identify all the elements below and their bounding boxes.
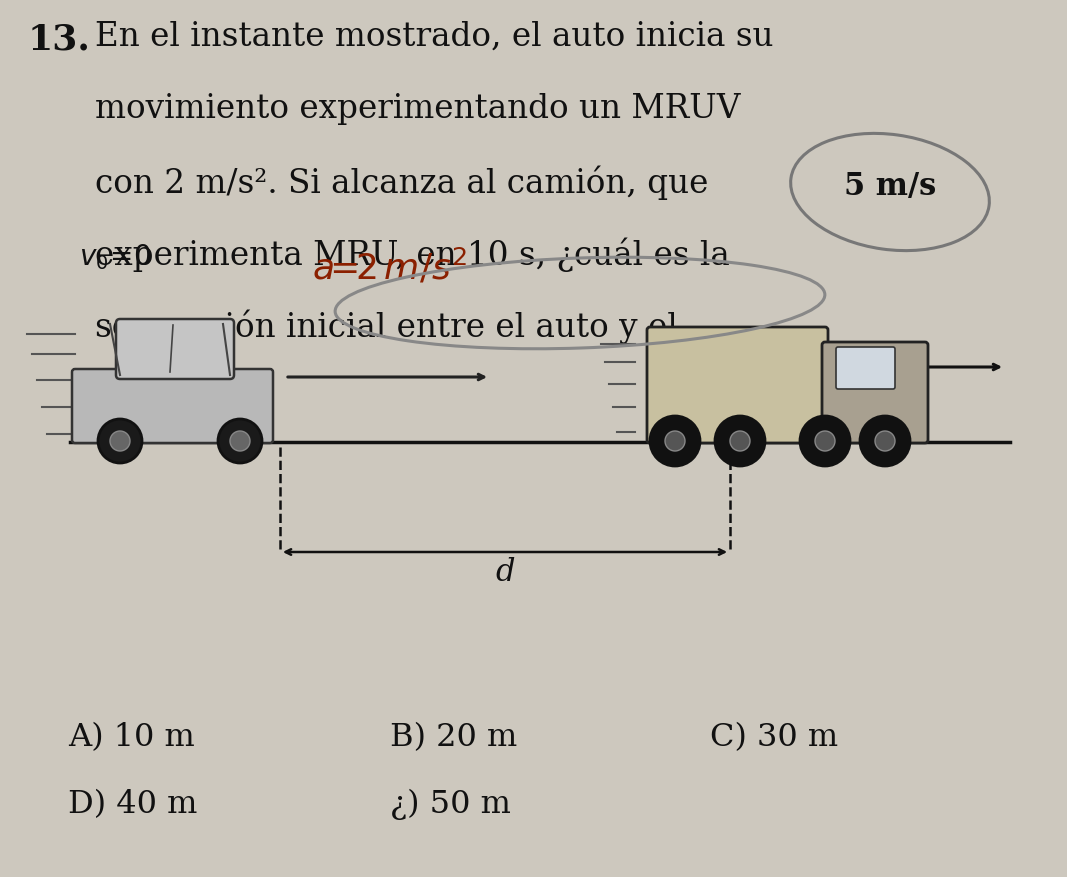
Text: ¿) 50 m: ¿) 50 m — [391, 789, 511, 820]
Text: En el instante mostrado, el auto inicia su: En el instante mostrado, el auto inicia … — [95, 21, 774, 53]
Circle shape — [715, 416, 765, 466]
FancyBboxPatch shape — [837, 347, 895, 389]
Text: C) 30 m: C) 30 m — [710, 722, 838, 753]
Text: camión d?: camión d? — [95, 381, 264, 413]
Text: $a\!\!=\!\!2\,m/s^2$: $a\!\!=\!\!2\,m/s^2$ — [313, 247, 467, 287]
FancyBboxPatch shape — [822, 342, 928, 443]
FancyBboxPatch shape — [116, 319, 234, 379]
Circle shape — [230, 431, 250, 451]
Text: 5 m/s: 5 m/s — [844, 172, 936, 203]
Text: D) 40 m: D) 40 m — [68, 789, 197, 820]
Circle shape — [730, 431, 750, 451]
Text: separación inicial entre el auto y el: separación inicial entre el auto y el — [95, 309, 678, 344]
Circle shape — [800, 416, 850, 466]
Text: 13.: 13. — [28, 22, 91, 56]
Text: d: d — [495, 557, 514, 588]
Circle shape — [98, 419, 142, 463]
Text: A) 10 m: A) 10 m — [68, 722, 195, 753]
Circle shape — [875, 431, 895, 451]
Text: B) 20 m: B) 20 m — [391, 722, 517, 753]
Circle shape — [110, 431, 130, 451]
Text: experimenta MRU, en 10 s, ¿cuál es la: experimenta MRU, en 10 s, ¿cuál es la — [95, 237, 730, 272]
Circle shape — [650, 416, 700, 466]
Circle shape — [860, 416, 910, 466]
Text: $v_0\!=\!0$: $v_0\!=\!0$ — [79, 242, 152, 272]
FancyBboxPatch shape — [71, 369, 273, 443]
Text: con 2 m/s². Si alcanza al camión, que: con 2 m/s². Si alcanza al camión, que — [95, 165, 708, 199]
Text: movimiento experimentando un MRUV: movimiento experimentando un MRUV — [95, 93, 740, 125]
FancyBboxPatch shape — [647, 327, 828, 443]
Circle shape — [665, 431, 685, 451]
Circle shape — [218, 419, 262, 463]
Circle shape — [815, 431, 835, 451]
